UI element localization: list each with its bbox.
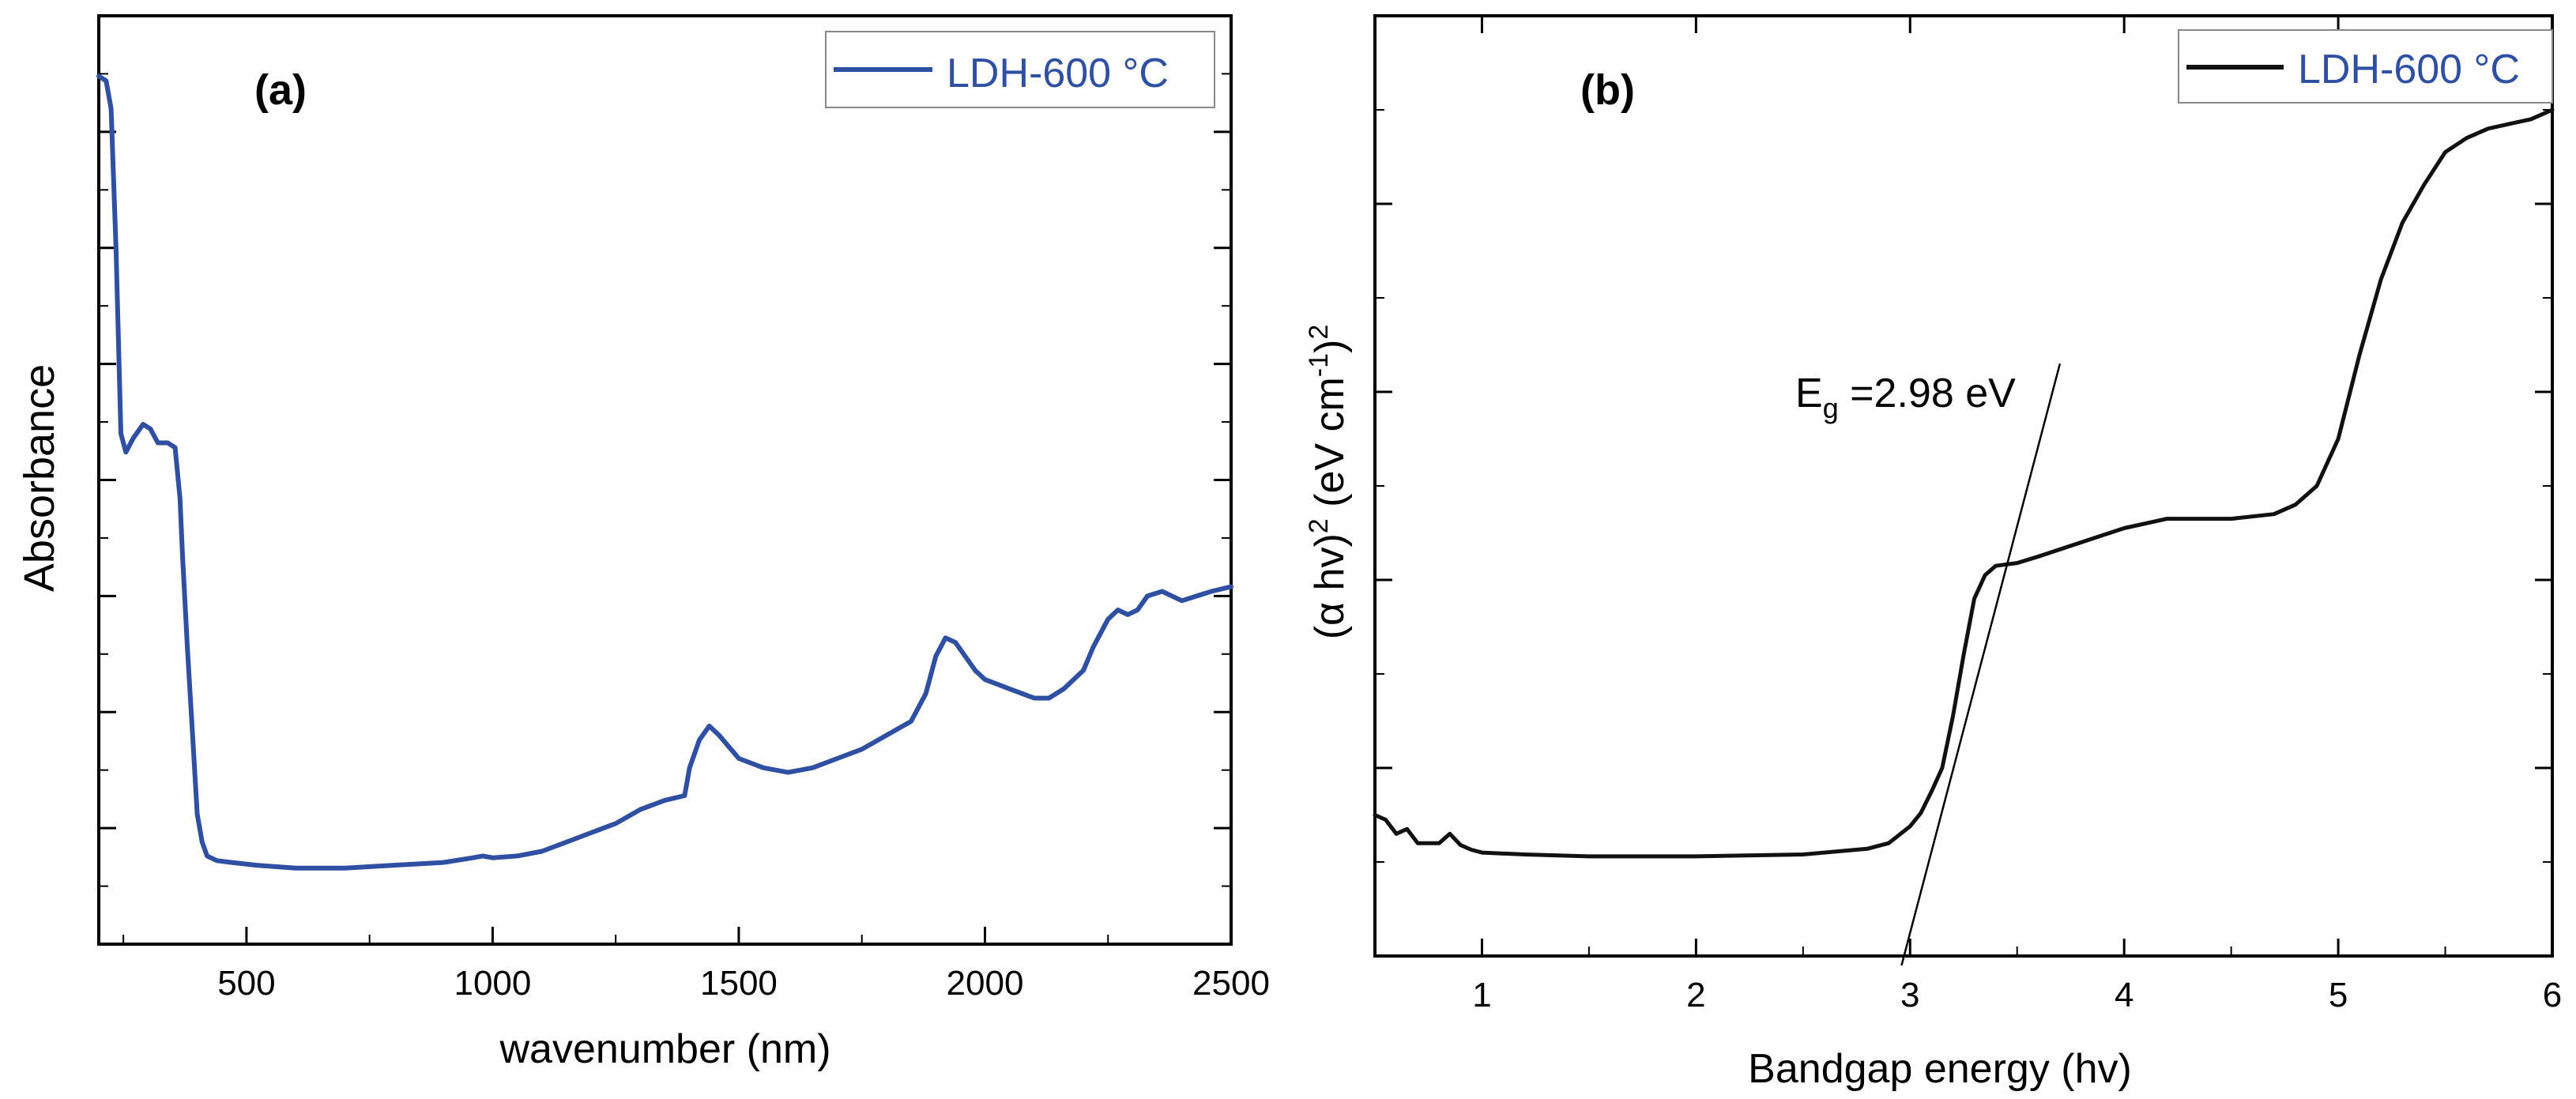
panel-label-b: (b) (1580, 66, 1635, 114)
plot-frame-b (1373, 14, 2554, 958)
x-tick-label-b-3: 3 (1900, 976, 1919, 1014)
plot-frame-a (97, 14, 1233, 946)
y-label-b-sup1: 2 (1304, 518, 1334, 533)
eg-annotation-prefix: E (1795, 371, 1823, 416)
x-tick-label-a-1500: 1500 (700, 964, 778, 1003)
x-tick-label-a-1000: 1000 (454, 964, 531, 1003)
x-ticks-a: 500 1000 1500 2000 2500 (122, 927, 1270, 1003)
y-ticks-a (99, 14, 1231, 946)
y-axis-label-b: (α hv)2 (eV cm-1)2 (1304, 325, 1353, 640)
panel-label-a: (a) (254, 66, 307, 114)
x-axis-label-b: Bandgap energy (hv) (1748, 1046, 2132, 1092)
legend-label-a: LDH-600 °C (947, 51, 1169, 96)
eg-annotation: Eg =2.98 eV (1795, 371, 2016, 424)
x-tick-label-b-2: 2 (1686, 976, 1705, 1014)
x-tick-label-b-6: 6 (2543, 976, 2562, 1014)
legend-b: LDH-600 °C (2178, 29, 2553, 104)
x-tick-label-a-2500: 2500 (1192, 964, 1270, 1003)
x-tick-label-a-500: 500 (217, 964, 275, 1003)
panel-a: 500 1000 1500 2000 2500 (a) LDH-600 °C waven… (16, 14, 1270, 1072)
y-axis-label-a: Absorbance (16, 364, 63, 592)
legend-label-b: LDH-600 °C (2298, 47, 2520, 92)
x-axis-label-a: wavenumber (nm) (499, 1026, 830, 1072)
series-line-b (1373, 107, 2555, 859)
x-tick-label-b-1: 1 (1472, 976, 1491, 1014)
y-label-b-sup2: -1 (1304, 353, 1334, 377)
x-tick-label-a-2000: 2000 (947, 964, 1024, 1003)
x-tick-label-b-4: 4 (2115, 976, 2133, 1014)
y-label-b-sup3: 2 (1304, 325, 1334, 340)
panel-b: 1 2 3 4 5 6 (b) LDH-600 °C Eg =2.98 eV Bandga… (1304, 14, 2562, 1092)
x-ticks-b: 1 2 3 4 5 6 (1374, 16, 2562, 1014)
eg-annotation-suffix: =2.98 eV (1839, 371, 2016, 416)
eg-tangent-line (1900, 363, 2062, 966)
y-label-b-mid: (eV cm (1307, 377, 1353, 518)
legend-a: LDH-600 °C (825, 31, 1215, 108)
series-line-a (96, 73, 1233, 871)
eg-annotation-subscript: g (1823, 392, 1839, 424)
y-label-b-close: ) (1307, 340, 1353, 353)
x-tick-label-b-5: 5 (2329, 976, 2348, 1014)
y-label-b-open: (α hv) (1307, 533, 1353, 639)
y-ticks-b (1375, 14, 2552, 958)
